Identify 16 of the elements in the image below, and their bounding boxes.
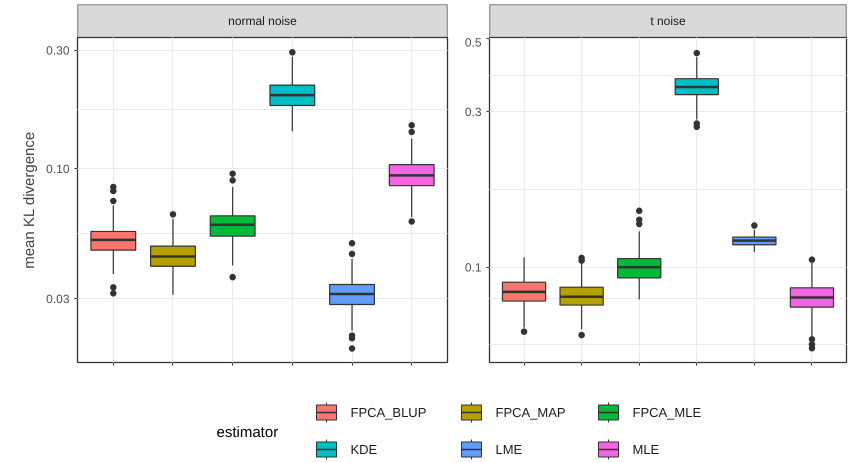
chart-title: t noise (650, 14, 686, 28)
y-axis-title: mean KL divergence (21, 132, 38, 269)
y-tick-label: 0.1 (464, 260, 482, 275)
y-tick-label: 0.10 (46, 162, 70, 176)
legend-label: FPCA_BLUP (350, 405, 426, 420)
legend-title: estimator (216, 424, 278, 441)
legend-label: KDE (350, 442, 378, 457)
legend-label: FPCA_MAP (496, 405, 566, 420)
chart-title: normal noise (228, 14, 298, 28)
y-tick-label: 0.5 (464, 36, 482, 50)
legend-label: LME (496, 442, 523, 457)
legend-label: MLE (632, 442, 660, 457)
y-tick-label: 0.3 (464, 104, 482, 119)
y-tick-label: 0.30 (46, 44, 70, 58)
y-tick-label: 0.03 (46, 292, 70, 306)
legend-label: FPCA_MLE (632, 405, 702, 420)
